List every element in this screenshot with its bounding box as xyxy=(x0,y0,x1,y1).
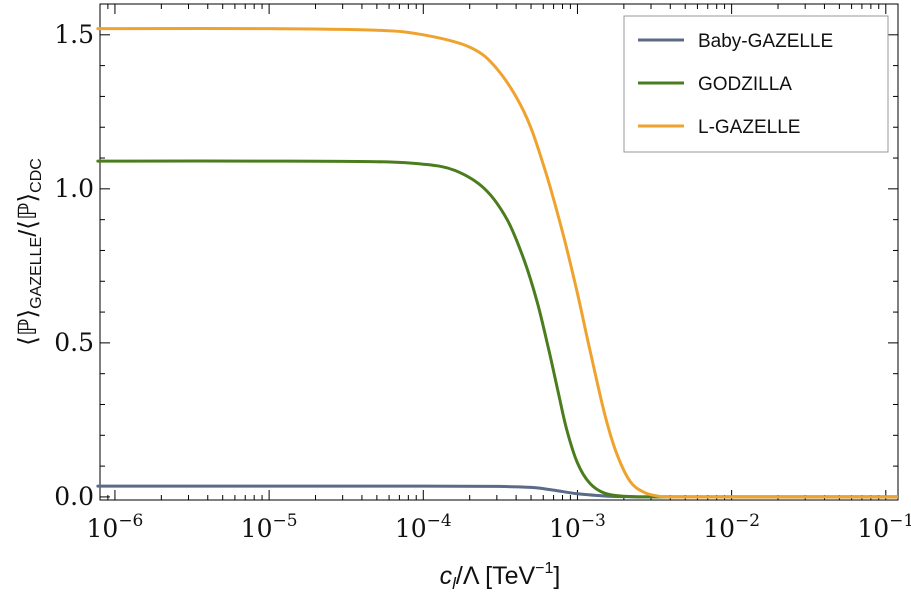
series-lines xyxy=(96,27,898,499)
x-axis-label-sup: −1 xyxy=(535,560,553,577)
y-tick-label: 1.0 xyxy=(54,174,94,203)
legend-label: L-GAZELLE xyxy=(698,117,800,138)
x-tick-label: 10−3 xyxy=(549,511,606,543)
x-axis-label-rest: /Λ [TeV xyxy=(456,562,536,590)
plot-frame xyxy=(99,3,899,501)
x-axis-label: cl/Λ [TeV−1] xyxy=(440,560,561,592)
y-tick-label: 0.5 xyxy=(54,328,94,357)
series-line-l-gazelle xyxy=(96,27,898,499)
x-axis-label-close: ] xyxy=(553,562,560,590)
y-axis-label-b: /⟨ℙ⟩ xyxy=(14,193,42,237)
x-tick-label: 10−2 xyxy=(703,511,760,543)
y-axis-label-a-sub: GAZELLE xyxy=(28,237,45,309)
y-axis-label-b-sub: CDC xyxy=(28,158,45,193)
legend-label: Baby-GAZELLE xyxy=(698,31,833,52)
y-axis-label-a: ⟨ℙ⟩ xyxy=(14,309,42,346)
x-axis-label-sub: l xyxy=(452,574,457,592)
legend-label: GODZILLA xyxy=(698,74,792,95)
series-line-godzilla xyxy=(96,159,898,499)
y-axis-label: ⟨ℙ⟩GAZELLE/⟨ℙ⟩CDC xyxy=(14,158,45,346)
y-tick-label: 1.5 xyxy=(54,20,94,49)
x-tick-label: 10−4 xyxy=(395,511,452,543)
legend: Baby-GAZELLE GODZILLA L-GAZELLE xyxy=(623,15,889,153)
x-tick-label: 10−1 xyxy=(857,511,911,543)
y-tick-label: 0.0 xyxy=(54,482,94,511)
tick-marks xyxy=(99,4,898,500)
x-tick-label: 10−6 xyxy=(87,511,144,543)
x-axis-label-main: c xyxy=(440,562,453,590)
tick-labels: 10−6 10−5 10−4 10−3 10−2 10−1 0.0 0.5 1.0 1.5 xyxy=(54,20,911,543)
x-tick-label: 10−5 xyxy=(241,511,298,543)
